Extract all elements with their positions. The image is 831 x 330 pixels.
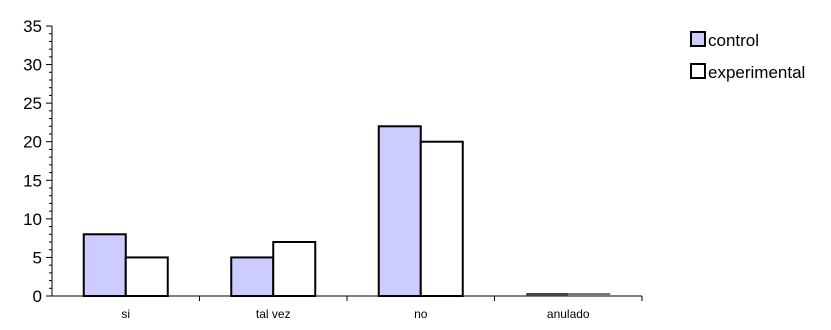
x-axis: si tal vez no anulado [121,296,643,321]
legend-label-control: control [708,31,759,50]
legend-swatch-experimental [690,63,706,79]
bar-experimental-si [124,256,169,297]
x-tick-label: si [121,307,130,321]
bar-control-no [377,125,422,297]
y-tick-label: 30 [23,56,42,75]
y-tick-label: 25 [23,94,42,113]
y-tick-label: 10 [23,210,42,229]
bar-experimental-no [419,140,464,297]
x-tick-label: anulado [547,307,590,321]
legend: control experimental [690,31,805,82]
legend-label-experimental: experimental [708,63,805,82]
y-tick-label: 20 [23,133,42,152]
y-axis: 0 5 10 15 20 25 30 35 [23,17,52,306]
legend-swatch-control [690,31,706,47]
bars [82,125,611,298]
y-tick-label: 35 [23,17,42,36]
y-tick-label: 15 [23,171,42,190]
x-tick-label: tal vez [256,307,291,321]
x-tick-label: no [414,307,428,321]
y-tick-label: 0 [33,287,42,306]
bar-control-tal-vez [230,256,275,297]
bar-experimental-tal-vez [272,241,317,297]
bar-control-si [82,233,127,298]
y-tick-label: 5 [33,248,42,267]
